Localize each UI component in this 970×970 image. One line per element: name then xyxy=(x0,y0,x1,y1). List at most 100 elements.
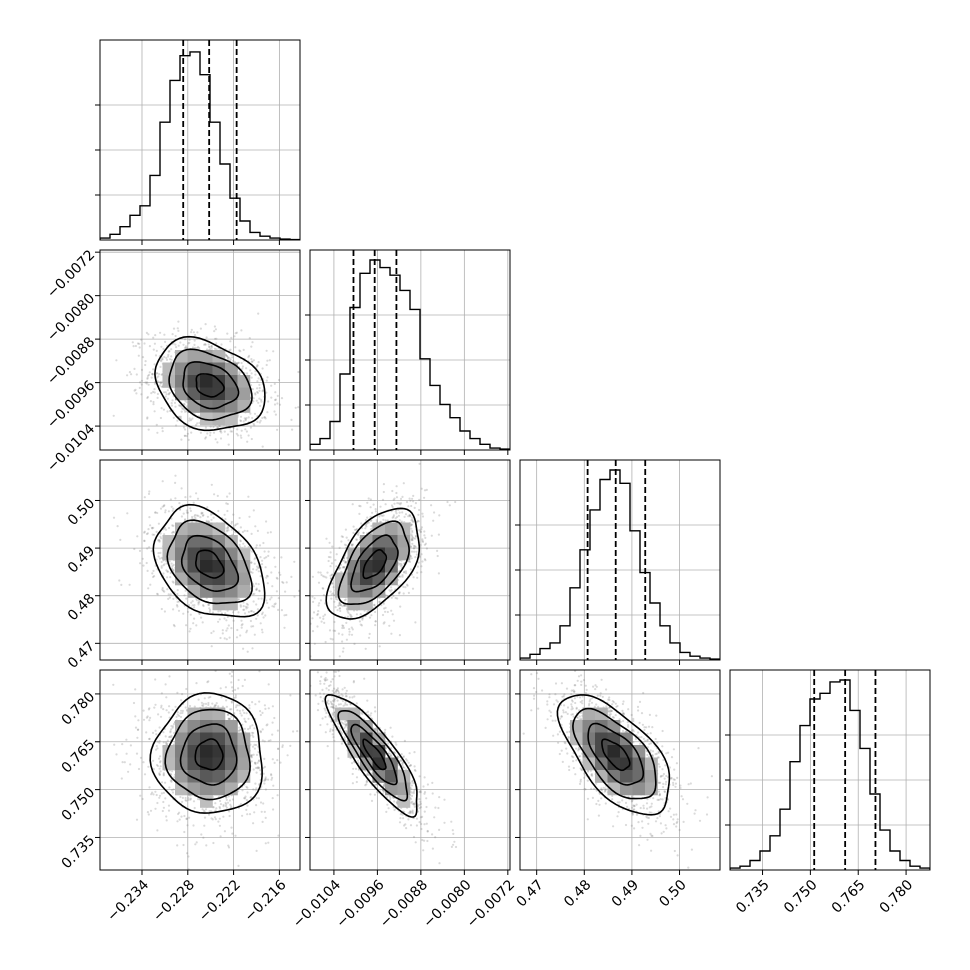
sample-point xyxy=(342,624,345,628)
sample-point xyxy=(335,553,338,556)
sample-point xyxy=(171,725,175,728)
sample-point xyxy=(420,487,423,490)
sample-point xyxy=(411,518,414,521)
sample-point xyxy=(249,619,252,623)
sample-point xyxy=(280,556,283,559)
sample-point xyxy=(410,538,413,541)
sample-point xyxy=(121,743,124,746)
sample-point xyxy=(409,568,412,571)
sample-point xyxy=(420,565,423,568)
sample-point xyxy=(199,516,202,519)
sample-point xyxy=(202,514,205,517)
sample-point xyxy=(137,767,141,771)
sample-point xyxy=(399,605,402,608)
sample-point xyxy=(160,565,163,568)
sample-point xyxy=(160,345,163,348)
contour-level-2 xyxy=(182,361,240,410)
sample-point xyxy=(324,640,327,644)
sample-point xyxy=(265,574,269,577)
sample-point xyxy=(438,514,441,517)
sample-point xyxy=(172,597,175,601)
sample-point xyxy=(239,545,242,549)
sample-point xyxy=(250,625,253,628)
sample-point xyxy=(148,516,151,519)
sample-point xyxy=(410,534,414,537)
sample-point xyxy=(370,524,373,528)
sample-point xyxy=(188,419,191,422)
sample-point xyxy=(185,624,188,627)
sample-point xyxy=(250,360,253,363)
sample-point xyxy=(205,519,208,523)
sample-point xyxy=(346,615,350,618)
sample-point xyxy=(239,712,242,715)
sample-point xyxy=(183,594,186,597)
sample-point xyxy=(403,515,406,519)
sample-point xyxy=(145,532,148,536)
sample-point xyxy=(206,506,209,509)
sample-point xyxy=(362,531,365,535)
density-bin xyxy=(225,547,238,561)
sample-point xyxy=(254,370,257,373)
sample-point xyxy=(250,372,253,375)
grid-lines xyxy=(100,40,300,240)
sample-point xyxy=(193,705,196,708)
sample-point xyxy=(210,345,213,348)
sample-point xyxy=(330,597,333,600)
sample-point xyxy=(436,549,439,553)
sample-point xyxy=(232,611,235,614)
sample-point xyxy=(227,717,230,720)
sample-point xyxy=(386,594,389,598)
sample-point xyxy=(146,417,149,420)
sample-point xyxy=(210,344,213,348)
sample-point xyxy=(270,571,273,574)
sample-point xyxy=(338,601,341,604)
density-bin xyxy=(187,362,201,376)
sample-point xyxy=(409,514,412,517)
sample-point xyxy=(155,558,158,561)
sample-point xyxy=(319,616,322,619)
sample-point xyxy=(364,518,367,522)
sample-point xyxy=(411,531,414,534)
sample-point xyxy=(257,567,260,570)
sample-point xyxy=(191,417,194,420)
sample-point xyxy=(256,614,259,617)
sample-point xyxy=(358,512,361,516)
sample-point xyxy=(351,628,354,631)
sample-point xyxy=(215,337,218,340)
sample-point xyxy=(234,688,237,692)
sample-point xyxy=(237,611,240,614)
sample-point xyxy=(410,523,413,526)
density-panel-2-1 xyxy=(112,312,300,450)
sample-point xyxy=(359,623,362,626)
sample-point xyxy=(206,432,209,435)
sample-point xyxy=(258,386,261,390)
density-bin xyxy=(360,535,373,548)
sample-point xyxy=(213,347,216,350)
sample-point xyxy=(344,560,348,564)
sample-point xyxy=(244,419,247,422)
sample-point xyxy=(311,630,315,633)
sample-point xyxy=(245,372,249,375)
sample-point xyxy=(171,580,174,583)
sample-point xyxy=(205,336,208,339)
sample-point xyxy=(261,820,264,824)
sample-point xyxy=(146,374,150,377)
sample-point xyxy=(142,564,145,567)
sample-point xyxy=(270,778,273,781)
sample-point xyxy=(297,406,300,409)
sample-point xyxy=(394,510,397,513)
sample-point xyxy=(183,338,187,341)
sample-point xyxy=(252,568,255,571)
sample-point xyxy=(329,577,332,580)
sample-point xyxy=(236,628,239,632)
sample-point xyxy=(239,605,242,608)
sample-point xyxy=(393,497,396,500)
density-bin xyxy=(372,535,386,548)
sample-point xyxy=(404,513,408,516)
sample-point xyxy=(236,428,239,431)
sample-point xyxy=(261,563,264,566)
sample-point xyxy=(120,583,123,587)
sample-point xyxy=(184,518,187,521)
sample-point xyxy=(174,405,177,408)
sample-point xyxy=(243,608,246,611)
